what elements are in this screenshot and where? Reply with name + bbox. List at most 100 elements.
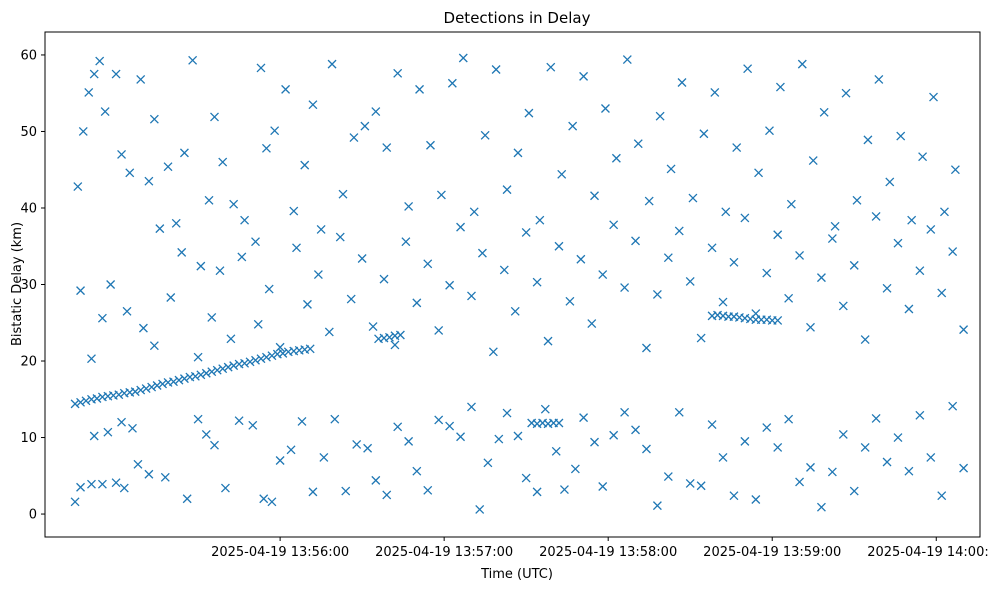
data-point — [76, 482, 86, 492]
data-point — [568, 121, 578, 131]
data-point — [188, 55, 198, 65]
data-point — [666, 164, 676, 174]
data-point — [475, 504, 485, 514]
data-point — [502, 185, 512, 195]
data-point — [308, 100, 318, 110]
data-point — [786, 199, 796, 209]
data-point — [240, 215, 250, 225]
data-point — [546, 62, 556, 72]
data-point — [73, 182, 83, 192]
data-point — [171, 218, 181, 228]
data-point — [111, 478, 121, 488]
data-point — [144, 469, 154, 479]
data-point — [434, 415, 444, 425]
data-point — [270, 126, 280, 136]
data-point — [201, 368, 211, 378]
data-point — [600, 104, 610, 113]
data-point — [773, 230, 783, 240]
data-point — [278, 348, 288, 358]
data-point — [218, 364, 228, 374]
data-point — [445, 421, 455, 431]
data-point — [652, 289, 662, 299]
data-point — [467, 291, 476, 301]
data-point — [729, 257, 739, 267]
data-point — [540, 404, 550, 414]
data-point — [166, 293, 176, 302]
data-point — [959, 325, 969, 335]
data-point — [363, 443, 373, 453]
data-point — [445, 280, 455, 290]
data-point — [423, 259, 433, 269]
data-point — [436, 190, 446, 200]
data-point — [256, 354, 266, 364]
data-point — [948, 247, 958, 257]
data-point — [215, 266, 225, 276]
x-tick-label: 2025-04-19 14:00:00 — [867, 545, 989, 560]
data-point — [806, 462, 815, 472]
y-tick-label: 60 — [20, 48, 37, 63]
data-point — [177, 247, 187, 257]
data-point — [808, 156, 818, 166]
data-point — [210, 112, 219, 122]
x-axis-label: Time (UTC) — [480, 567, 553, 582]
data-point — [267, 497, 277, 507]
data-point — [158, 379, 168, 389]
data-point — [554, 418, 564, 428]
data-point — [401, 237, 411, 247]
data-point — [341, 486, 351, 496]
data-point — [685, 478, 695, 488]
data-point — [256, 63, 266, 73]
data-point — [732, 143, 742, 152]
data-point — [100, 107, 110, 117]
data-point — [652, 501, 662, 511]
data-point — [937, 288, 947, 298]
data-point — [707, 243, 717, 253]
data-point — [349, 133, 359, 143]
y-tick-label: 10 — [20, 431, 37, 446]
data-point — [543, 336, 553, 346]
data-point — [155, 224, 165, 234]
data-point — [357, 254, 367, 263]
data-point — [532, 277, 542, 287]
data-point — [292, 243, 301, 253]
data-point — [149, 341, 159, 351]
data-point — [849, 486, 859, 496]
data-point — [335, 232, 345, 242]
data-point — [76, 397, 86, 407]
y-tick-label: 0 — [29, 508, 37, 523]
data-point — [316, 224, 326, 234]
data-point — [663, 472, 673, 482]
data-point — [97, 313, 107, 323]
data-point — [620, 407, 630, 417]
data-point — [330, 414, 340, 424]
data-point — [130, 387, 140, 397]
data-point — [816, 273, 826, 283]
data-point — [491, 65, 501, 74]
data-point — [907, 215, 917, 225]
data-point — [240, 358, 250, 368]
data-point — [302, 299, 312, 309]
data-point — [327, 59, 337, 69]
data-point — [860, 335, 870, 345]
data-point — [89, 431, 99, 441]
data-point — [382, 143, 392, 152]
data-point — [218, 157, 228, 167]
data-point — [852, 195, 862, 205]
data-point — [136, 385, 146, 395]
data-point — [871, 413, 881, 423]
data-point — [319, 452, 329, 462]
data-point — [775, 82, 785, 92]
data-point — [360, 121, 370, 131]
data-point — [929, 92, 938, 102]
data-point — [152, 381, 162, 390]
data-point — [267, 351, 277, 361]
y-tick-label: 40 — [20, 201, 37, 216]
data-point — [885, 177, 895, 187]
data-point — [554, 241, 564, 251]
data-point — [245, 357, 255, 367]
data-point — [128, 423, 137, 433]
data-point — [622, 55, 632, 65]
data-point — [426, 140, 435, 150]
y-axis-label: Bistatic Delay (km) — [10, 222, 25, 346]
data-point — [557, 169, 567, 179]
